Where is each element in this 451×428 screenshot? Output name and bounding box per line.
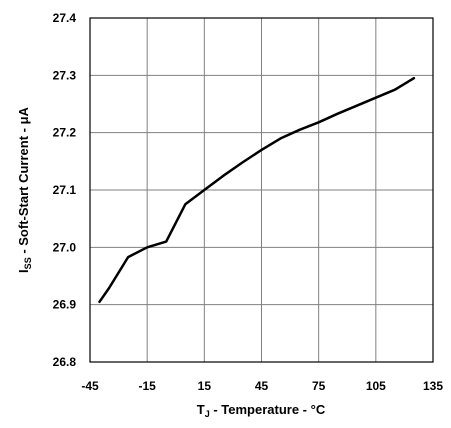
x-tick-label: 135 [423, 379, 443, 393]
y-tick-label: 27.3 [53, 68, 77, 82]
series-layer [98, 76, 416, 304]
x-axis-label-subscript: J [205, 409, 210, 419]
y-tick-label: 26.8 [53, 355, 77, 369]
y-axis-label-subscript: SS [23, 257, 33, 269]
y-axis-label-rest: - Soft-Start Current - μA [16, 106, 31, 257]
y-tick-labels: 26.8 26.9 27.0 27.1 27.2 27.3 27.4 [53, 11, 77, 369]
x-tick-label: 75 [312, 379, 326, 393]
y-tick-label: 27.4 [53, 11, 77, 25]
x-tick-label: 15 [198, 379, 212, 393]
x-axis-label-rest: - Temperature - °C [210, 402, 326, 417]
x-tick-label: 105 [366, 379, 386, 393]
x-axis-label: TJ - Temperature - °C [197, 402, 326, 419]
x-tick-label: -45 [81, 379, 99, 393]
y-axis-label: ISS - Soft-Start Current - μA [16, 106, 33, 272]
y-tick-label: 27.0 [53, 240, 77, 254]
x-axis-label-main: T [197, 402, 205, 417]
series-line [98, 76, 416, 304]
y-axis-label-main: I [16, 269, 31, 273]
x-tick-labels: -45 -15 15 45 75 105 135 [81, 379, 443, 393]
grid-lines [90, 18, 433, 362]
x-tick-label: 45 [255, 379, 269, 393]
y-tick-label: 26.9 [53, 298, 77, 312]
x-tick-label: -15 [138, 379, 156, 393]
y-tick-label: 27.1 [53, 183, 77, 197]
plot-frame [89, 17, 434, 363]
y-tick-label: 27.2 [53, 126, 77, 140]
